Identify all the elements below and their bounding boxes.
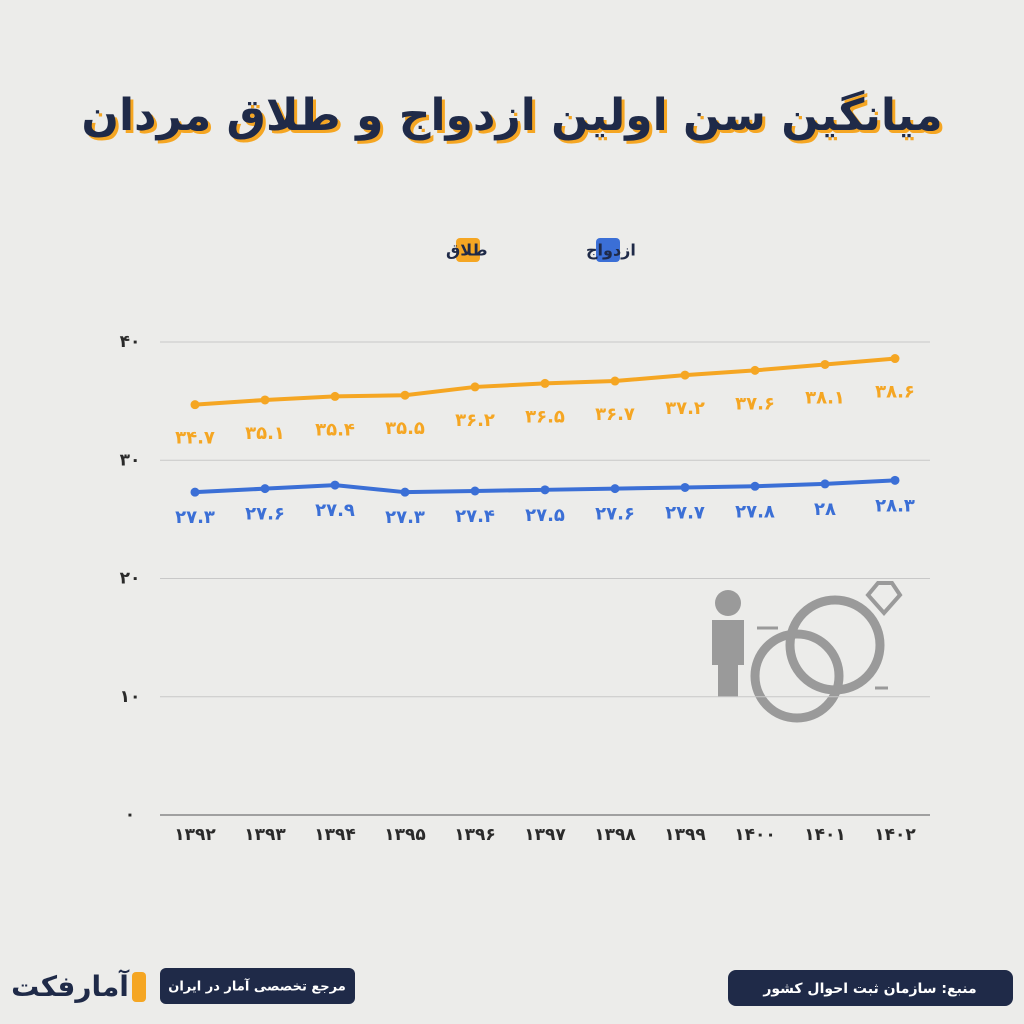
point: [330, 391, 340, 401]
point: [260, 395, 270, 405]
point: [890, 475, 900, 485]
point: [470, 382, 480, 392]
x-tick-label: ۱۳۹۷: [524, 825, 566, 845]
point: [470, 486, 480, 496]
point: [820, 479, 830, 489]
value-label: ۳۵.۱: [245, 423, 285, 444]
point: [400, 487, 410, 497]
value-label: ۳۶.۷: [595, 404, 635, 425]
value-label: ۲۸.۳: [875, 495, 915, 516]
legend-label: طلاق: [446, 241, 488, 260]
value-label: ۳۷.۲: [665, 398, 705, 419]
point: [330, 480, 340, 490]
logo-mark: [132, 972, 146, 1002]
value-label: ۲۷.۶: [595, 504, 635, 525]
value-label: ۲۷.۹: [315, 500, 355, 521]
value-label: ۲۷.۳: [175, 507, 215, 528]
legend-swatch: [456, 238, 480, 262]
x-tick-label: ۱۳۹۸: [594, 825, 636, 845]
point: [260, 484, 270, 494]
value-label: ۳۴.۷: [175, 428, 215, 449]
x-tick-label: ۱۳۹۲: [174, 825, 216, 845]
y-tick-label: ۰: [125, 805, 135, 825]
value-label: ۳۶.۲: [455, 410, 495, 431]
x-tick-label: ۱۴۰۰: [734, 825, 776, 845]
point: [190, 487, 200, 497]
point: [190, 400, 200, 410]
y-tick-label: ۲۰: [120, 569, 141, 589]
x-tick-label: ۱۳۹۹: [664, 825, 706, 845]
brand: آمارفکت: [11, 969, 130, 1003]
legend-swatch: [596, 238, 620, 262]
x-tick-label: ۱۳۹۶: [454, 825, 496, 845]
point: [540, 378, 550, 388]
value-label: ۳۷.۶: [735, 393, 775, 414]
x-tick-label: ۱۳۹۳: [244, 825, 286, 845]
value-label: ۳۶.۵: [525, 406, 565, 427]
y-tick-label: ۳۰: [120, 450, 141, 470]
chart-title: میانگین سن اولین ازدواج و طلاق مردان: [81, 89, 942, 141]
y-tick-label: ۱۰: [120, 687, 141, 707]
x-tick-label: ۱۴۰۱: [804, 825, 846, 845]
point: [750, 481, 760, 491]
source-box: [728, 970, 1013, 1006]
tagline-box: [160, 968, 355, 1004]
legend-label: ازدواج: [586, 241, 636, 260]
point: [610, 484, 620, 494]
point: [680, 370, 690, 380]
value-label: ۲۷.۳: [385, 507, 425, 528]
icon: [712, 581, 903, 723]
source: منبع: سازمان ثبت احوال کشور: [762, 981, 976, 997]
value-label: ۲۷.۸: [735, 501, 775, 522]
point: [750, 365, 760, 375]
value-label: ۲۸: [814, 499, 836, 520]
x-tick-label: ۱۴۰۲: [874, 825, 916, 845]
value-label: ۳۸.۱: [805, 387, 845, 408]
point: [540, 485, 550, 495]
tagline: مرجع تخصصی آمار در ایران: [168, 978, 346, 995]
y-tick-label: ۴۰: [120, 332, 141, 352]
point: [610, 376, 620, 386]
value-label: ۲۷.۷: [665, 502, 705, 523]
point: [680, 482, 690, 492]
value-label: ۲۷.۵: [525, 505, 565, 526]
point: [890, 354, 900, 364]
value-label: ۲۷.۶: [245, 504, 285, 525]
x-tick-label: ۱۳۹۵: [384, 825, 426, 845]
value-label: ۳۵.۵: [385, 418, 425, 439]
value-label: ۳۵.۴: [315, 419, 355, 440]
point: [400, 390, 410, 400]
x-tick-label: ۱۳۹۴: [314, 825, 356, 845]
value-label: ۲۷.۴: [455, 506, 495, 527]
point: [820, 359, 830, 369]
value-label: ۳۸.۶: [875, 382, 915, 403]
